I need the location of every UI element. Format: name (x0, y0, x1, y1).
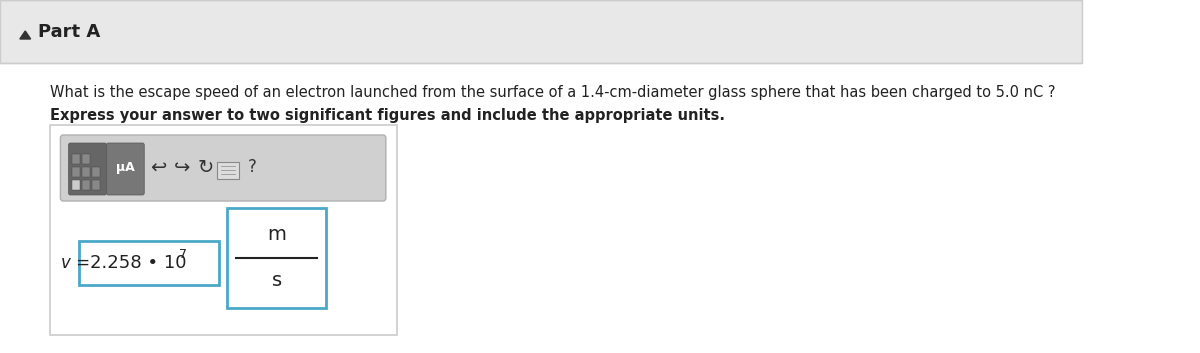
FancyBboxPatch shape (72, 167, 80, 177)
Text: Part A: Part A (38, 23, 100, 41)
FancyBboxPatch shape (82, 154, 90, 164)
FancyBboxPatch shape (79, 241, 220, 285)
Text: Express your answer to two significant figures and include the appropriate units: Express your answer to two significant f… (49, 108, 725, 123)
FancyBboxPatch shape (0, 0, 1082, 63)
FancyBboxPatch shape (92, 167, 100, 177)
FancyBboxPatch shape (227, 208, 326, 308)
Text: m: m (268, 226, 287, 245)
Text: s: s (271, 271, 282, 291)
Text: 7: 7 (179, 249, 186, 262)
Text: ↻: ↻ (197, 157, 214, 176)
FancyBboxPatch shape (82, 180, 90, 190)
FancyBboxPatch shape (68, 143, 107, 195)
FancyBboxPatch shape (49, 125, 397, 335)
FancyBboxPatch shape (60, 135, 386, 201)
FancyBboxPatch shape (72, 154, 80, 164)
FancyBboxPatch shape (82, 167, 90, 177)
Text: 2.258 • 10: 2.258 • 10 (90, 254, 187, 272)
Text: ?: ? (248, 158, 257, 176)
FancyBboxPatch shape (92, 180, 100, 190)
Text: What is the escape speed of an electron launched from the surface of a 1.4-cm-di: What is the escape speed of an electron … (49, 85, 1055, 100)
Text: μA: μA (116, 161, 134, 174)
Text: v =: v = (61, 254, 90, 272)
Text: ↪: ↪ (174, 157, 191, 176)
FancyBboxPatch shape (107, 143, 144, 195)
Text: ↩: ↩ (150, 157, 167, 176)
FancyBboxPatch shape (72, 180, 80, 190)
FancyBboxPatch shape (217, 162, 239, 179)
Polygon shape (20, 31, 31, 39)
